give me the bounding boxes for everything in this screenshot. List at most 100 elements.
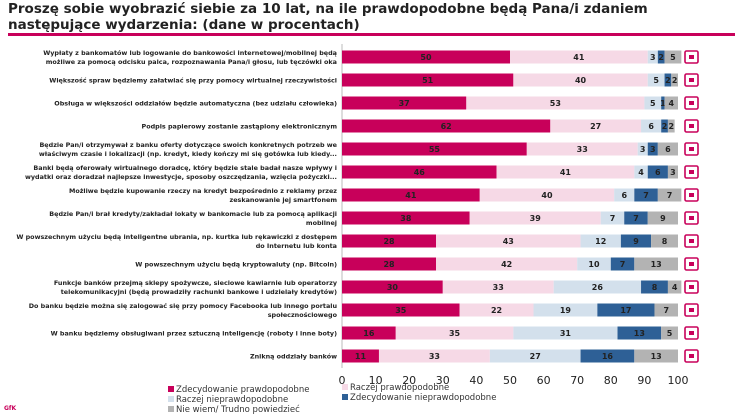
data-label: 4 (668, 99, 674, 108)
category-label-line: Podpis papierowy zostanie zastąpiony ele… (142, 123, 338, 131)
data-label: 5 (650, 99, 656, 108)
bar-segment (533, 303, 598, 317)
icon-shape (689, 147, 694, 151)
bar-segment (442, 280, 554, 294)
data-label: 4 (638, 168, 644, 177)
virtual-advisor-icon (684, 165, 699, 179)
bar-segment (661, 96, 665, 110)
legend-label: Nie wiem/ Trudno powiedzieć (176, 404, 300, 415)
data-label: 7 (610, 214, 616, 223)
social-login-icon (684, 303, 699, 317)
scan-ad-icon (684, 188, 699, 202)
data-label: 1 (660, 99, 666, 108)
data-label: 7 (663, 306, 669, 315)
legend-swatch (342, 384, 348, 390)
bar-segment (513, 73, 648, 87)
icon-shape (689, 78, 694, 82)
data-label: 41 (560, 168, 572, 177)
data-label: 6 (648, 122, 654, 131)
data-label: 7 (620, 260, 626, 269)
bar-segment (550, 119, 642, 133)
location-pin-icon (684, 142, 699, 156)
bank-to-shops-icon (684, 280, 699, 294)
bar-segment (342, 349, 379, 363)
bar-segment (641, 119, 662, 133)
legend-swatch (168, 396, 174, 402)
bar-segment (664, 50, 682, 64)
category-label: Wypłaty z bankomatów lub logowanie do ba… (43, 49, 337, 66)
data-label: 2 (668, 122, 674, 131)
data-label: 26 (592, 283, 604, 292)
bar-segment (597, 303, 655, 317)
bar-segment (553, 280, 642, 294)
category-label-line: możliwe za pomocą odcisku palca, rozpozn… (46, 58, 337, 66)
data-label: 5 (670, 53, 676, 62)
bar-segment (577, 257, 611, 271)
bar-segment (342, 73, 514, 87)
category-label-line: W powszechnym użyciu będą kryptowaluty (… (135, 261, 337, 269)
data-label: 35 (395, 306, 407, 315)
category-label: W banku będziemy obsługiwani przez sztuc… (51, 330, 337, 338)
bar-segment (342, 119, 551, 133)
data-label: 9 (633, 237, 639, 246)
data-label: 41 (573, 53, 585, 62)
bar-segment (436, 234, 581, 248)
category-label-line: wydatki oraz doradzał najlepsze inwestyc… (25, 173, 337, 181)
page-title: Proszę sobie wyobrazić siebie za 10 lat,… (8, 1, 648, 33)
data-label: 62 (441, 122, 452, 131)
data-label: 4 (672, 283, 678, 292)
icon-shape (684, 257, 699, 271)
icon-shape (684, 96, 699, 110)
icon-shape (689, 354, 694, 358)
category-label-line: społecznościowego (268, 311, 338, 319)
icon-shape (689, 124, 694, 128)
bar-segment (580, 349, 635, 363)
data-label: 6 (621, 191, 627, 200)
bar-segment (667, 119, 675, 133)
data-label: 13 (651, 260, 662, 269)
data-label: 16 (602, 352, 614, 361)
x-tick-label: 80 (604, 374, 618, 387)
bar-segment (661, 119, 668, 133)
bar-segment (342, 96, 467, 110)
crypto-computer-icon (684, 257, 699, 271)
data-label: 39 (530, 214, 542, 223)
icon-shape (689, 308, 694, 312)
data-label: 33 (577, 145, 588, 154)
icon-shape (684, 73, 699, 87)
bar-segment (600, 211, 625, 225)
bank-icon (684, 73, 699, 87)
x-tick-label: 30 (436, 374, 450, 387)
category-label-line: właściwym czasie i lokalizacji (np. kred… (39, 150, 337, 158)
data-label: 30 (387, 283, 399, 292)
data-label: 16 (363, 329, 375, 338)
bar-segment (479, 188, 615, 202)
bar-segment (342, 234, 437, 248)
ai-head-icon (684, 326, 699, 340)
data-label: 3 (670, 168, 676, 177)
bar-segment (436, 257, 578, 271)
bar-segment (657, 142, 678, 156)
icon-shape (684, 280, 699, 294)
category-label-line: Znikną oddziały banków (250, 353, 337, 361)
icon-shape (689, 55, 694, 59)
icon-shape (689, 331, 694, 335)
data-label: 5 (653, 76, 659, 85)
bar-segment (342, 165, 497, 179)
legend-label: Zdecydowanie prawdopodobne (176, 385, 309, 395)
category-label: W powszechnym użyciu będą kryptowaluty (… (135, 261, 337, 269)
data-label: 40 (541, 191, 553, 200)
data-label: 6 (655, 168, 661, 177)
data-label: 33 (429, 352, 440, 361)
category-label-line: Możliwe będzie kupowanie rzeczy na kredy… (69, 187, 337, 195)
category-label-line: zeskanowanie jej smartfonem (229, 196, 337, 204)
data-label: 7 (667, 191, 673, 200)
bar-segment (459, 303, 534, 317)
data-label: 13 (634, 329, 645, 338)
bar-segment (664, 73, 672, 87)
data-label: 2 (662, 122, 668, 131)
bar-segment (647, 50, 658, 64)
data-label: 28 (383, 237, 395, 246)
icon-shape (689, 193, 694, 197)
smart-jacket-icon (684, 234, 699, 248)
